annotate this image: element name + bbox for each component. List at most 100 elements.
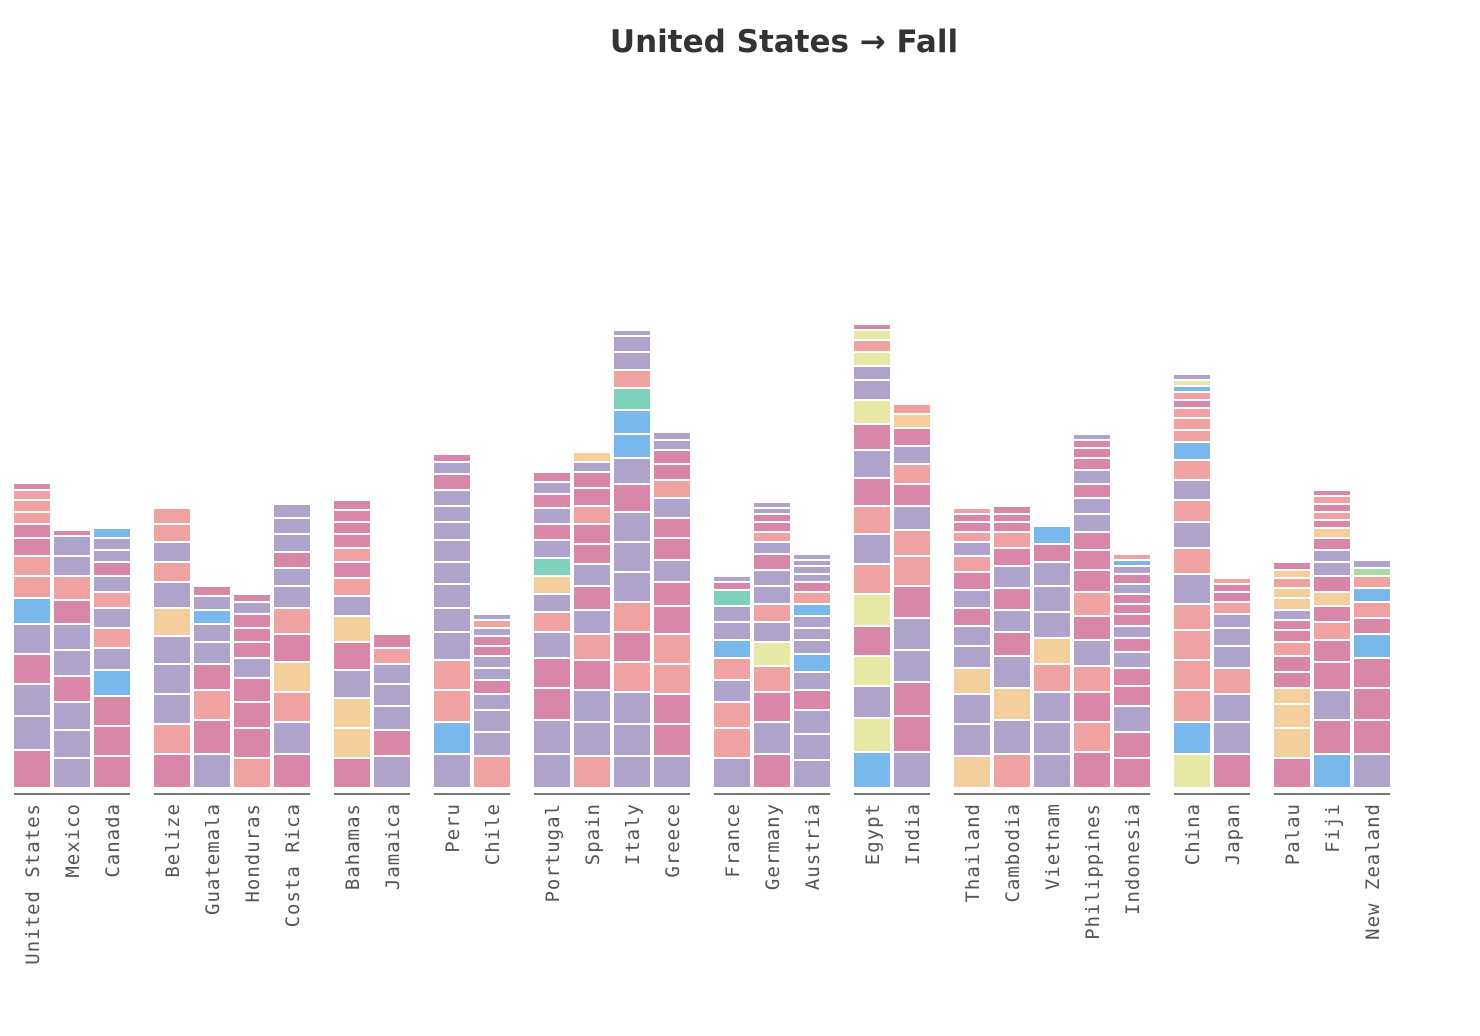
country-label-costa-rica: Costa Rica bbox=[282, 803, 304, 927]
bar-segment bbox=[374, 665, 410, 683]
bar-segment bbox=[994, 549, 1030, 565]
bar-segment bbox=[794, 735, 830, 759]
bar-segment bbox=[714, 703, 750, 727]
bar-segment bbox=[1074, 515, 1110, 531]
bar-segment bbox=[1214, 603, 1250, 613]
country-label-peru: Peru bbox=[442, 803, 464, 853]
bar-segment bbox=[1354, 635, 1390, 657]
bar-segment bbox=[614, 603, 650, 631]
bar-segment bbox=[94, 629, 130, 647]
bar-segment bbox=[1274, 673, 1310, 687]
bar-segment bbox=[474, 637, 510, 645]
bar-segment bbox=[434, 723, 470, 753]
bar-segment bbox=[614, 485, 650, 511]
bar-segment bbox=[1114, 567, 1150, 573]
bar-segment bbox=[274, 569, 310, 585]
bar-segment bbox=[1214, 647, 1250, 667]
bar-segment bbox=[714, 681, 750, 701]
bar-segment bbox=[274, 755, 310, 787]
bar-japan bbox=[1214, 579, 1250, 787]
bar-segment bbox=[1314, 521, 1350, 527]
bar-segment bbox=[1274, 759, 1310, 787]
bar-segment bbox=[534, 755, 570, 787]
bar-segment bbox=[954, 591, 990, 607]
bar-thailand bbox=[954, 509, 990, 787]
bar-segment bbox=[1314, 577, 1350, 591]
bar-segment bbox=[574, 587, 610, 609]
bar-segment bbox=[1114, 653, 1150, 667]
bar-segment bbox=[434, 507, 470, 521]
bar-segment bbox=[654, 499, 690, 517]
bar-segment bbox=[1074, 551, 1110, 569]
bar-segment bbox=[574, 757, 610, 787]
bar-united-states bbox=[14, 484, 50, 787]
bar-segment bbox=[1114, 575, 1150, 583]
bar-segment bbox=[474, 711, 510, 731]
bar-segment bbox=[534, 473, 570, 481]
bar-segment bbox=[574, 525, 610, 543]
bar-segment bbox=[954, 543, 990, 555]
bar-segment bbox=[894, 753, 930, 787]
bar-segment bbox=[1354, 619, 1390, 633]
bar-segment bbox=[654, 583, 690, 605]
bar-segment bbox=[194, 755, 230, 787]
bar-segment bbox=[1214, 579, 1250, 583]
bar-segment bbox=[474, 695, 510, 709]
bar-segment bbox=[1074, 723, 1110, 751]
bar-segment bbox=[154, 563, 190, 581]
bar-segment bbox=[474, 757, 510, 787]
bar-segment bbox=[1274, 705, 1310, 727]
bar-segment bbox=[794, 561, 830, 565]
bar-segment bbox=[754, 693, 790, 721]
bar-segment bbox=[534, 525, 570, 539]
bar-segment bbox=[894, 465, 930, 483]
bar-segment bbox=[1034, 527, 1070, 543]
bar-segment bbox=[434, 463, 470, 473]
bar-bahamas bbox=[334, 501, 370, 787]
bar-segment bbox=[474, 681, 510, 693]
bar-segment bbox=[434, 523, 470, 539]
bar-segment bbox=[534, 689, 570, 719]
bar-segment bbox=[1074, 485, 1110, 497]
bar-segment bbox=[434, 609, 470, 631]
bar-segment bbox=[334, 579, 370, 595]
bar-segment bbox=[654, 665, 690, 693]
bar-segment bbox=[334, 511, 370, 521]
bar-segment bbox=[1274, 643, 1310, 655]
bar-segment bbox=[534, 595, 570, 611]
bar-guatemala bbox=[194, 587, 230, 787]
country-label-portugal: Portugal bbox=[542, 803, 564, 903]
bar-segment bbox=[154, 609, 190, 635]
bar-segment bbox=[1174, 401, 1210, 407]
bar-segment bbox=[54, 625, 90, 649]
bar-segment bbox=[14, 655, 50, 683]
bar-segment bbox=[1174, 387, 1210, 391]
bar-segment bbox=[1174, 631, 1210, 659]
bar-segment bbox=[374, 757, 410, 787]
bar-segment bbox=[574, 473, 610, 487]
bar-segment bbox=[1074, 533, 1110, 549]
bar-segment bbox=[1314, 623, 1350, 639]
bar-segment bbox=[614, 337, 650, 351]
bar-segment bbox=[894, 485, 930, 505]
country-label-bahamas: Bahamas bbox=[342, 803, 364, 890]
bar-segment bbox=[1354, 569, 1390, 575]
bar-segment bbox=[94, 671, 130, 695]
bar-segment bbox=[754, 755, 790, 787]
bar-segment bbox=[194, 611, 230, 623]
country-label-belize: Belize bbox=[162, 803, 184, 878]
bar-segment bbox=[14, 717, 50, 749]
bar-segment bbox=[154, 583, 190, 607]
bar-segment bbox=[614, 663, 650, 691]
bar-segment bbox=[1074, 441, 1110, 447]
bar-segment bbox=[1314, 491, 1350, 495]
bar-peru bbox=[434, 455, 470, 787]
country-label-jamaica: Jamaica bbox=[382, 803, 404, 890]
bar-germany bbox=[754, 503, 790, 787]
country-label-egypt: Egypt bbox=[862, 803, 884, 865]
bar-segment bbox=[754, 643, 790, 665]
bar-segment bbox=[474, 733, 510, 755]
bar-segment bbox=[614, 459, 650, 483]
bar-segment bbox=[574, 507, 610, 523]
